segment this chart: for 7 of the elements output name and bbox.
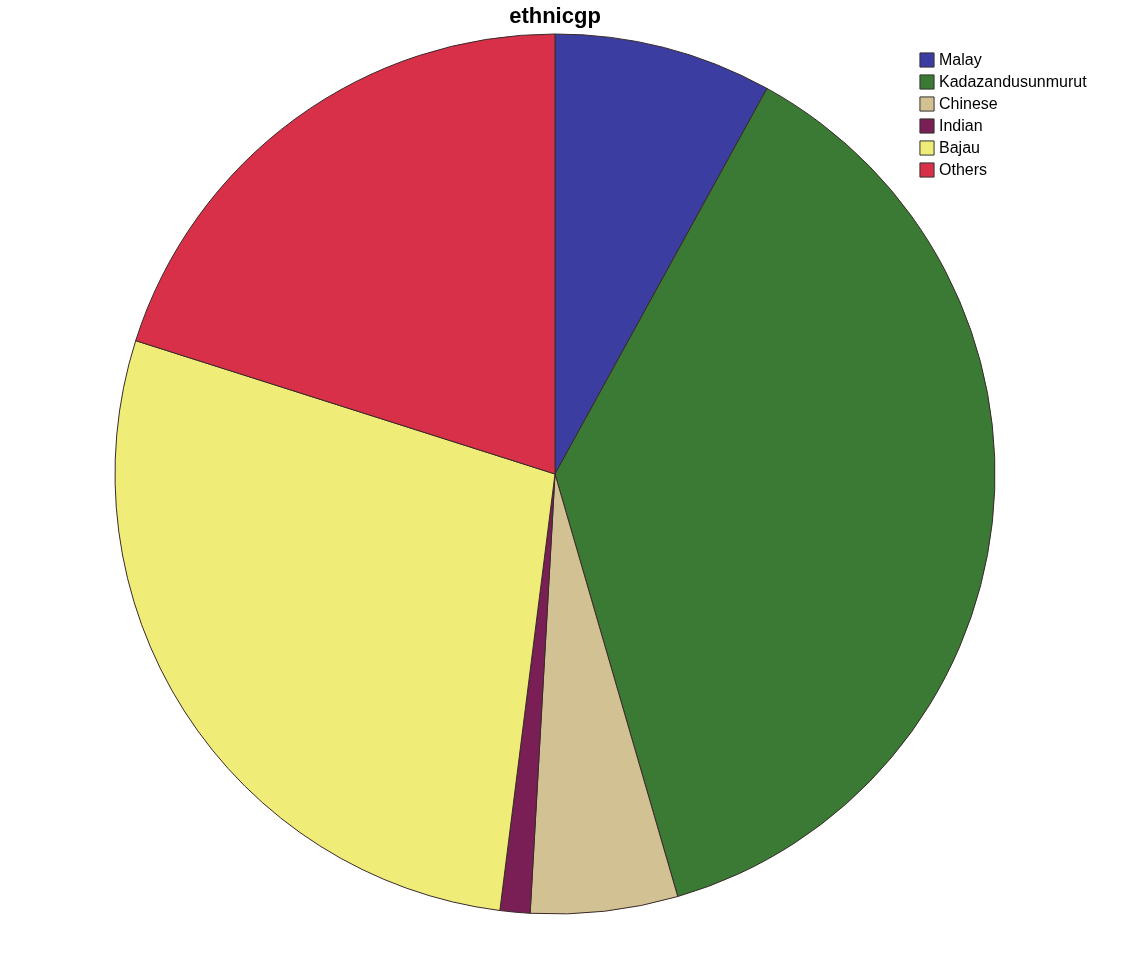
legend-label: Bajau	[939, 139, 980, 156]
legend-label: Malay	[939, 51, 982, 68]
legend-label: Others	[939, 161, 988, 178]
chart-title: ethnicgp	[509, 3, 601, 28]
legend-label: Chinese	[939, 95, 998, 112]
legend-label: Indian	[939, 117, 983, 134]
legend-label: Kadazandusunmurut	[939, 73, 1088, 90]
